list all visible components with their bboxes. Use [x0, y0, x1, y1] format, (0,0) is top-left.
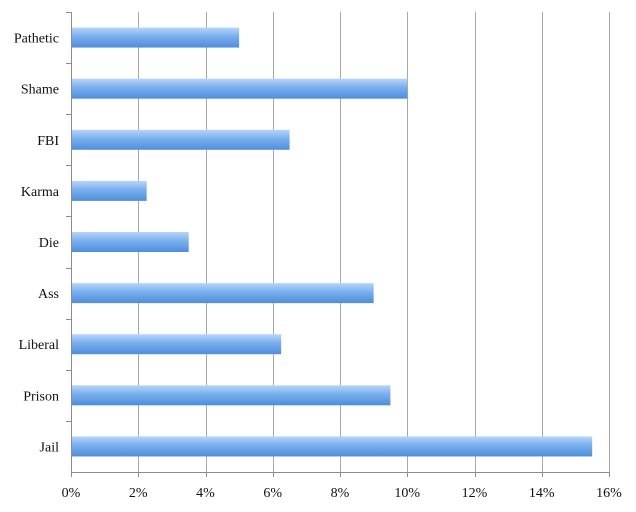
x-tick-label: 4% — [196, 486, 215, 501]
bar-die — [72, 232, 189, 252]
category-label-jail: Jail — [40, 440, 60, 455]
bars — [72, 27, 593, 457]
category-label-ass: Ass — [38, 287, 59, 302]
x-tick-label: 12% — [462, 486, 488, 501]
x-tick-label: 0% — [62, 486, 81, 501]
category-label-liberal: Liberal — [19, 338, 60, 353]
category-label-fbi: FBI — [37, 134, 59, 149]
x-tick-label: 2% — [129, 486, 148, 501]
bar-prison — [72, 385, 391, 406]
x-tick-label: 14% — [529, 486, 555, 501]
bar-shame — [72, 78, 408, 99]
bar-pathetic — [72, 27, 240, 48]
x-tick-label: 10% — [394, 486, 420, 501]
bar-fbi — [72, 129, 290, 150]
category-label-pathetic: Pathetic — [14, 32, 59, 47]
axes — [66, 12, 610, 477]
category-label-shame: Shame — [21, 83, 59, 98]
bar-liberal — [72, 334, 282, 355]
labels: 0% 2% 4% 6% 8% 10% 12% 14% 16% Pathetic Shame FBI Ka… — [14, 32, 622, 501]
bar-jail — [72, 436, 593, 457]
x-tick-label: 16% — [596, 486, 622, 501]
x-tick-label: 6% — [263, 486, 282, 501]
bar-karma — [72, 180, 147, 201]
category-label-die: Die — [39, 236, 59, 251]
category-label-karma: Karma — [21, 185, 60, 200]
x-tick-label: 8% — [331, 486, 350, 501]
bar-ass — [72, 283, 374, 304]
category-label-prison: Prison — [23, 389, 59, 404]
